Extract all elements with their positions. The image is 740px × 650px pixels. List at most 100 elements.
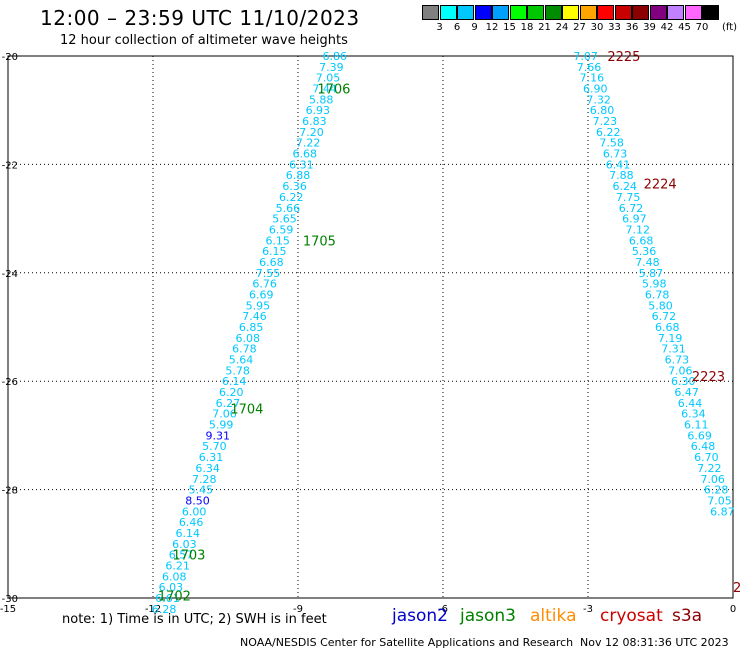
legend-altika: altika bbox=[530, 606, 577, 626]
swh-value-label: 6.46 bbox=[179, 516, 204, 529]
scale-tick-label: 39 bbox=[643, 22, 656, 33]
swh-value-label: 6.78 bbox=[645, 288, 670, 301]
pass-number-label: 2225 bbox=[607, 50, 640, 65]
scale-swatch bbox=[474, 5, 492, 20]
swh-value-label: 6.14 bbox=[222, 375, 247, 388]
page-title: 12:00 – 23:59 UTC 11/10/2023 bbox=[40, 6, 360, 30]
pass-number-label: 1703 bbox=[172, 549, 205, 564]
swh-value-label: 6.00 bbox=[182, 505, 207, 518]
swh-value-label: 6.73 bbox=[603, 148, 628, 161]
swh-value-label: 5.64 bbox=[229, 354, 254, 367]
scale-unit-label: (ft) bbox=[721, 22, 738, 33]
swh-value-label: 5.98 bbox=[642, 278, 667, 291]
scale-tick-label: 33 bbox=[608, 22, 621, 33]
scale-tick-label: 6 bbox=[453, 22, 461, 33]
swh-value-label: 6.59 bbox=[269, 223, 294, 236]
legend-s3a: s3a bbox=[672, 606, 703, 626]
swh-value-label: 6.36 bbox=[282, 180, 307, 193]
legend-jason2: jason2 bbox=[392, 606, 448, 626]
swh-value-label: 7.19 bbox=[658, 332, 683, 345]
scale-tick-label: 3 bbox=[436, 22, 443, 33]
swh-value-label: 7.66 bbox=[577, 61, 602, 74]
swh-value-label: 6.86 bbox=[322, 50, 347, 63]
pass-number-label: 2223 bbox=[692, 370, 725, 385]
scale-swatch bbox=[509, 5, 527, 20]
scale-swatch bbox=[667, 5, 684, 20]
swh-value-label: 7.22 bbox=[697, 462, 722, 475]
swh-value-label: 6.97 bbox=[622, 213, 647, 226]
swh-value-label: 6.30 bbox=[671, 375, 696, 388]
footer-credit: NOAA/NESDIS Center for Satellite Applica… bbox=[240, 636, 574, 649]
x-tick-label: -6 bbox=[438, 604, 448, 615]
swh-value-label: 6.68 bbox=[259, 256, 284, 269]
scale-swatch bbox=[614, 5, 632, 20]
scale-swatch bbox=[527, 5, 544, 20]
scale-swatch bbox=[597, 5, 614, 20]
swh-value-label: 6.68 bbox=[655, 321, 680, 334]
swh-value-label: 7.88 bbox=[609, 169, 634, 182]
swh-value-label: 6.22 bbox=[279, 191, 304, 204]
scale-tick-label: 70 bbox=[695, 22, 709, 33]
swh-value-label: 6.03 bbox=[172, 538, 197, 551]
x-tick-label: 0 bbox=[730, 604, 736, 615]
swh-value-label: 6.08 bbox=[162, 570, 187, 583]
swh-value-label: 6.03 bbox=[159, 581, 184, 594]
pass-number-label: 2 bbox=[733, 581, 740, 596]
swh-value-label: 7.05 bbox=[707, 494, 732, 507]
swh-value-label: 5.99 bbox=[209, 419, 234, 432]
legend-cryosat: cryosat bbox=[600, 606, 663, 626]
swh-value-label: 7.05 bbox=[316, 72, 341, 85]
swh-value-label: 7.46 bbox=[242, 310, 267, 323]
swh-value-label: 6.21 bbox=[165, 559, 190, 572]
swh-value-label: 6.27 bbox=[216, 397, 241, 410]
note-text: note: 1) Time is in UTC; 2) SWH is in fe… bbox=[62, 612, 327, 627]
scale-swatch bbox=[422, 5, 439, 20]
swh-value-label: 7.44 bbox=[312, 83, 337, 96]
swh-value-label: 6.87 bbox=[710, 505, 735, 518]
scale-swatch bbox=[684, 5, 702, 20]
swh-value-label: 7.07 bbox=[573, 50, 598, 63]
scale-tick-label: 18 bbox=[520, 22, 534, 33]
swh-value-label: 6.34 bbox=[681, 408, 706, 421]
swh-value-label: 5.78 bbox=[225, 364, 250, 377]
scale-swatch bbox=[702, 5, 719, 20]
swh-value-label: 6.11 bbox=[684, 419, 709, 432]
swh-value-label: 5.80 bbox=[648, 299, 673, 312]
swh-value-label: 6.22 bbox=[596, 126, 621, 139]
scale-tick-label: 42 bbox=[660, 22, 674, 33]
swh-value-label: 6.72 bbox=[652, 310, 677, 323]
swh-value-label: 6.15 bbox=[262, 245, 287, 258]
swh-value-label: 5.88 bbox=[309, 93, 334, 106]
swh-value-label: 6.34 bbox=[195, 462, 220, 475]
swh-value-label: 7.28 bbox=[192, 473, 217, 486]
scale-tick-label: 30 bbox=[590, 22, 604, 33]
swh-value-label: 5.65 bbox=[272, 213, 297, 226]
page-subtitle: 12 hour collection of altimeter wave hei… bbox=[60, 33, 348, 48]
scale-swatch bbox=[457, 5, 474, 20]
swh-value-label: 7.39 bbox=[319, 61, 344, 74]
swh-value-label: 5.36 bbox=[632, 245, 657, 258]
swh-value-label: 9.31 bbox=[206, 429, 231, 442]
swh-value-label: 6.14 bbox=[176, 527, 201, 540]
scale-tick-label: 21 bbox=[538, 22, 551, 33]
scale-swatch bbox=[562, 5, 579, 20]
swh-value-label: 6.80 bbox=[590, 104, 615, 117]
swh-value-label: 7.31 bbox=[661, 343, 686, 356]
swh-value-label: 6.72 bbox=[619, 202, 644, 215]
y-tick-label: -30 bbox=[2, 594, 18, 605]
swh-value-label: 6.41 bbox=[606, 158, 631, 171]
y-tick-label: -28 bbox=[2, 486, 18, 497]
pass-number-label: 1704 bbox=[230, 402, 263, 417]
scale-tick-label: 9 bbox=[471, 22, 478, 33]
swh-value-label: 5.70 bbox=[202, 440, 227, 453]
pass-number-label: 1702 bbox=[158, 589, 191, 604]
swh-value-label: 7.12 bbox=[626, 223, 651, 236]
swh-value-label: 7.75 bbox=[616, 191, 641, 204]
x-tick-label: -9 bbox=[293, 604, 303, 615]
swh-value-label: 6.85 bbox=[239, 321, 264, 334]
swh-value-label: 7.55 bbox=[256, 267, 281, 280]
swh-value-label: 6.78 bbox=[232, 343, 257, 356]
scale-tick-label: 45 bbox=[678, 22, 691, 33]
